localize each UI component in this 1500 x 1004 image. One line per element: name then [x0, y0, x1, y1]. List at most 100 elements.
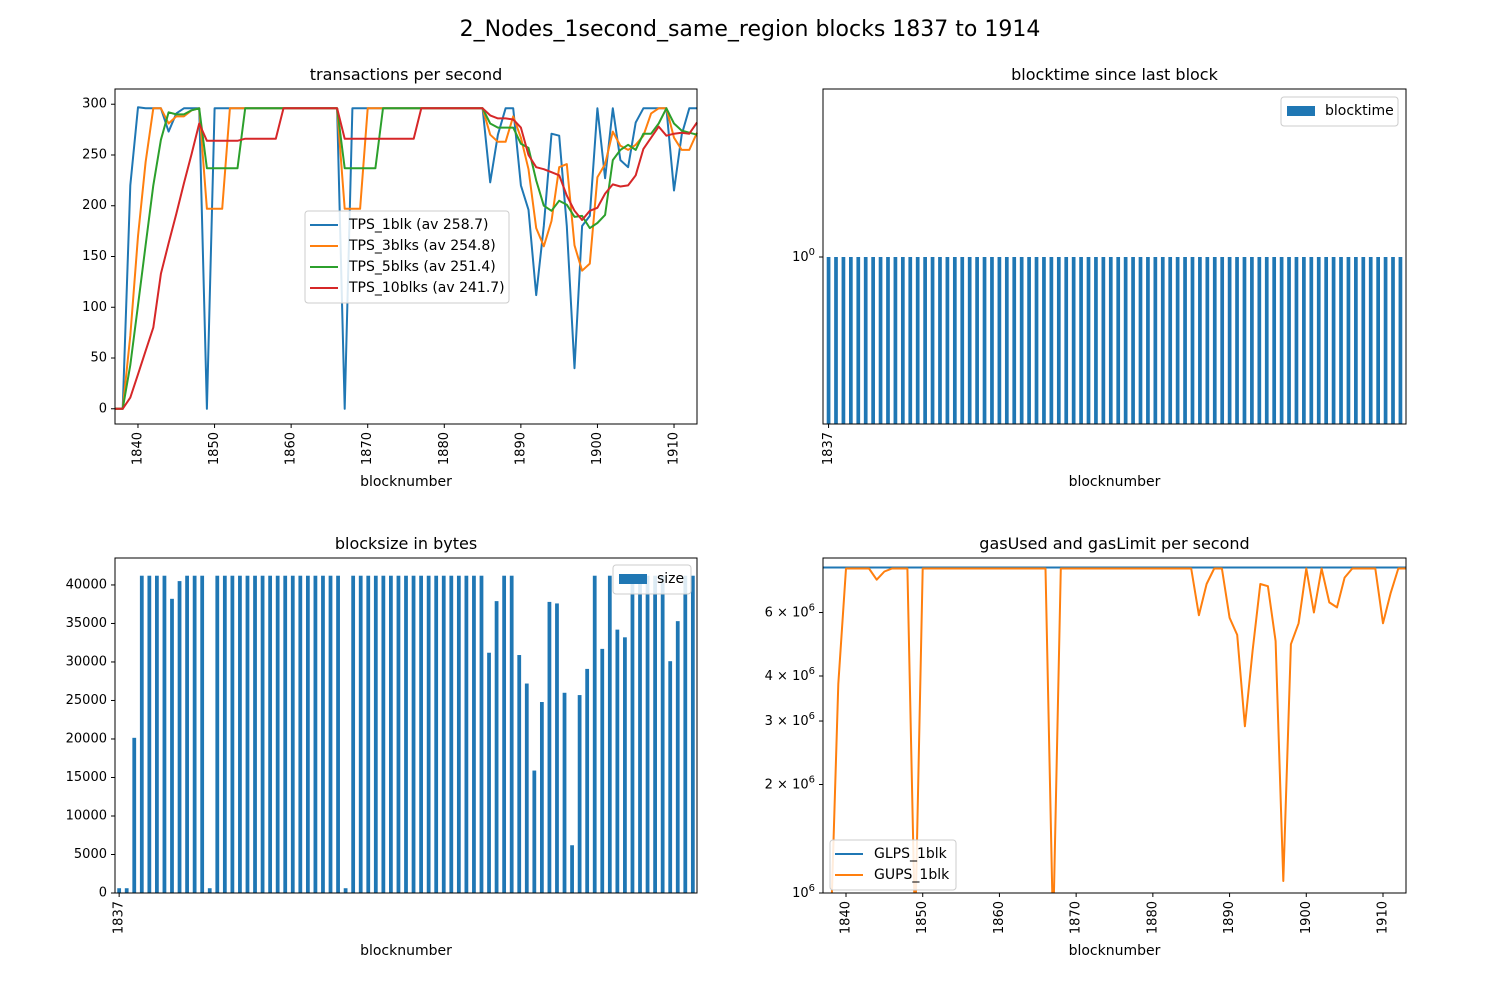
- bar: [653, 575, 657, 893]
- bar: [1198, 257, 1202, 424]
- y-tick-label: 6 × 106: [765, 603, 815, 621]
- bar: [1220, 257, 1225, 424]
- y-tick-label: 250: [82, 147, 107, 162]
- bar: [990, 257, 994, 424]
- y-tick-label: 3 × 106: [765, 711, 815, 729]
- x-tick-label: 1870: [1069, 901, 1084, 934]
- bar: [321, 575, 325, 893]
- bar: [343, 888, 348, 893]
- bar: [1131, 257, 1135, 424]
- bar: [1205, 257, 1210, 424]
- bar: [878, 257, 883, 424]
- bar: [396, 575, 401, 893]
- bar: [268, 575, 273, 893]
- bar: [1227, 257, 1232, 424]
- bar: [1012, 257, 1017, 424]
- panel-title: blocktime since last block: [1011, 65, 1218, 84]
- bar: [893, 257, 898, 424]
- legend-entry: TPS_10blks (av 241.7): [348, 280, 505, 296]
- y-tick-label: 40000: [66, 577, 107, 592]
- bar: [1250, 257, 1254, 424]
- bar: [404, 575, 408, 893]
- bar: [305, 575, 310, 893]
- x-tick-label: 1880: [1145, 901, 1160, 934]
- bar: [1056, 257, 1061, 424]
- bar: [592, 575, 597, 893]
- bar: [539, 702, 544, 893]
- x-axis-label: blocknumber: [1069, 474, 1161, 490]
- bar: [170, 598, 174, 893]
- bar: [230, 575, 235, 893]
- x-tick-label: 1910: [667, 432, 682, 465]
- legend-entry: TPS_1blk (av 258.7): [348, 217, 488, 233]
- bar: [185, 575, 189, 893]
- bar: [509, 575, 514, 893]
- bar: [472, 575, 476, 893]
- x-tick-label: 1900: [590, 432, 605, 465]
- x-tick-label: 1890: [513, 432, 528, 465]
- bar: [1354, 257, 1358, 424]
- bar: [856, 257, 861, 424]
- bar: [1168, 257, 1173, 424]
- bar: [1138, 257, 1143, 424]
- bar: [215, 575, 220, 893]
- bar: [555, 603, 559, 893]
- bar: [1160, 257, 1165, 424]
- y-tick-label: 150: [82, 249, 107, 264]
- bar: [162, 575, 167, 893]
- y-tick-label: 2 × 106: [765, 774, 815, 792]
- bar: [668, 661, 673, 893]
- bar: [1391, 257, 1395, 424]
- bar: [532, 770, 537, 893]
- bar: [1049, 257, 1054, 424]
- bar: [1146, 257, 1150, 424]
- bar: [1242, 257, 1247, 424]
- x-tick-label: 1880: [437, 432, 452, 465]
- bar: [615, 629, 620, 893]
- bar: [1309, 257, 1314, 424]
- bar: [207, 888, 212, 893]
- bar: [275, 575, 280, 893]
- bar: [623, 637, 627, 893]
- bar: [1368, 257, 1373, 424]
- bar: [871, 257, 875, 424]
- figure-title: 2_Nodes_1second_same_region blocks 1837 …: [460, 17, 1041, 42]
- bar: [1339, 257, 1343, 424]
- y-tick-label: 300: [82, 97, 107, 112]
- bar: [908, 257, 913, 424]
- y-tick-label: 20000: [66, 731, 107, 746]
- bar: [155, 575, 159, 893]
- bar: [336, 575, 340, 893]
- legend-entry: GUPS_1blk: [874, 867, 950, 883]
- legend-entry: TPS_3blks (av 254.8): [348, 238, 496, 254]
- bar: [434, 575, 439, 893]
- bar: [238, 575, 242, 893]
- bar: [1153, 257, 1158, 424]
- panel-title: transactions per second: [310, 65, 503, 84]
- legend-entry: TPS_5blks (av 251.4): [348, 259, 496, 275]
- y-tick-label: 25000: [66, 693, 107, 708]
- bar: [524, 683, 529, 893]
- y-tick-label: 5000: [74, 847, 107, 862]
- legend-entry: blocktime: [1325, 103, 1394, 119]
- x-tick-label: 1910: [1375, 901, 1390, 934]
- bar: [1376, 257, 1381, 424]
- bar: [660, 575, 665, 893]
- bar: [313, 575, 318, 893]
- bar: [381, 575, 386, 893]
- legend-entry: GLPS_1blk: [874, 846, 948, 862]
- panel-gas: gasUsed and gasLimit per second blocknumb…: [765, 534, 1407, 959]
- bar: [675, 621, 680, 893]
- y-tick-label: 100: [792, 247, 815, 265]
- bar: [411, 575, 416, 893]
- bar: [1279, 257, 1284, 424]
- bar: [1361, 257, 1366, 424]
- bar: [826, 257, 831, 424]
- bar: [283, 575, 288, 893]
- bar: [253, 575, 257, 893]
- bar: [502, 575, 507, 893]
- y-tick-label: 10000: [66, 808, 107, 823]
- bar: [997, 257, 1002, 424]
- bar: [487, 652, 491, 893]
- bar: [638, 575, 642, 893]
